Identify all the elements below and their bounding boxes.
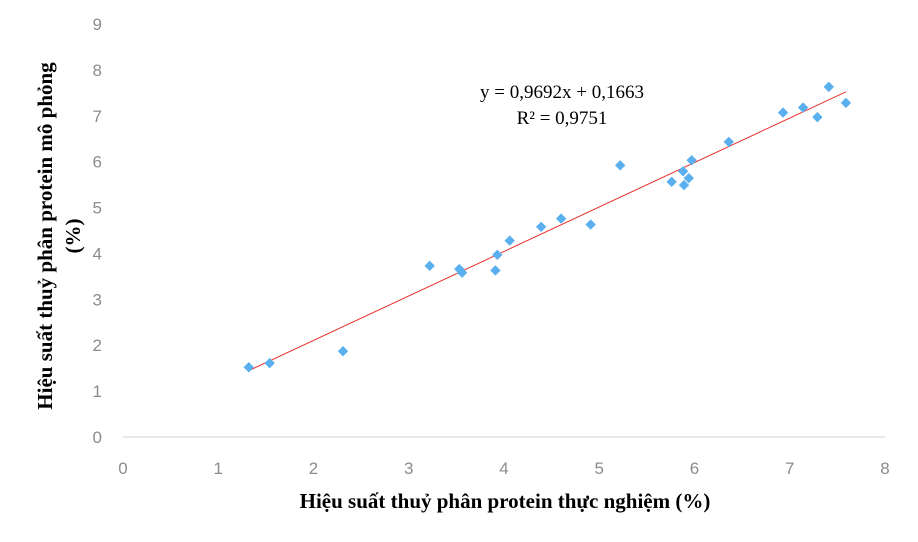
y-tick-label: 6 [93, 153, 102, 172]
y-tick-label: 2 [93, 336, 102, 355]
data-point [683, 172, 694, 184]
trendline [248, 91, 847, 372]
data-point [823, 81, 835, 93]
trendline-equation: y = 0,9692x + 0,1663 [480, 82, 644, 103]
x-axis-tick-labels: 0 1 2 3 4 5 6 7 8 [118, 459, 889, 478]
y-tick-label: 5 [93, 199, 102, 218]
y-tick-label: 1 [93, 382, 102, 401]
y-axis-tick-labels: 0 1 2 3 4 5 6 7 8 9 [93, 15, 102, 447]
data-point [723, 136, 734, 148]
data-point [585, 219, 596, 230]
x-tick-label: 0 [118, 459, 127, 478]
data-point [264, 357, 275, 369]
data-point [504, 235, 515, 246]
x-tick-label: 3 [404, 459, 413, 478]
data-point [424, 260, 435, 272]
data-points [243, 81, 852, 373]
data-point [555, 213, 567, 224]
data-point [535, 221, 547, 233]
x-tick-label: 2 [309, 459, 318, 478]
data-point [456, 267, 468, 278]
x-tick-label: 1 [214, 459, 223, 478]
y-tick-label: 3 [93, 290, 102, 309]
trendline-r-squared: R² = 0,9751 [517, 108, 608, 129]
data-point [678, 179, 690, 191]
data-point [615, 160, 626, 171]
data-point [677, 166, 689, 177]
data-point [840, 97, 852, 109]
x-tick-label: 4 [499, 459, 508, 478]
y-tick-label: 0 [93, 428, 102, 447]
x-tick-label: 7 [785, 459, 794, 478]
data-point [243, 362, 254, 373]
data-point [337, 345, 349, 357]
data-point [490, 265, 501, 276]
data-point [686, 155, 697, 166]
y-tick-label: 8 [93, 61, 102, 80]
y-tick-label: 4 [93, 244, 102, 263]
y-tick-label: 9 [93, 15, 102, 34]
x-tick-label: 8 [880, 459, 889, 478]
y-tick-label: 7 [93, 107, 102, 126]
data-point [812, 111, 823, 123]
data-point [777, 107, 789, 118]
data-point [666, 176, 677, 188]
plot-area: 0 1 2 3 4 5 6 7 8 0 1 2 3 4 5 6 7 8 9 [93, 15, 890, 478]
data-point [492, 249, 503, 261]
x-axis-title: Hiệu suất thuỷ phân protein thực nghiệm … [300, 489, 711, 513]
y-axis-title-line2: (%) [61, 219, 85, 254]
x-tick-label: 5 [595, 459, 604, 478]
y-axis-title-line1: Hiệu suất thuỷ phân protein mô phỏng [33, 62, 57, 410]
data-point [797, 102, 809, 113]
x-tick-label: 6 [690, 459, 699, 478]
